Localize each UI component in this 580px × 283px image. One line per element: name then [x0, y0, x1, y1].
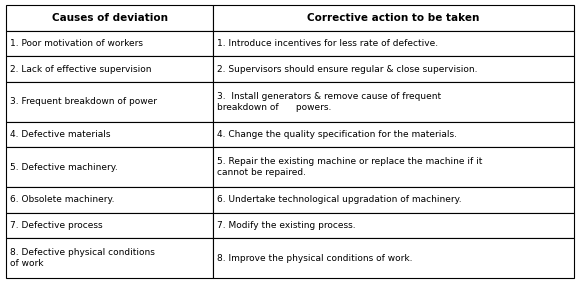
Text: 4. Defective materials: 4. Defective materials — [10, 130, 111, 139]
Bar — [6, 147, 213, 187]
Text: 1. Introduce incentives for less rate of defective.: 1. Introduce incentives for less rate of… — [218, 39, 438, 48]
Text: 7. Modify the existing process.: 7. Modify the existing process. — [218, 221, 356, 230]
Bar — [6, 82, 213, 122]
Bar — [213, 56, 574, 82]
Text: 6. Undertake technological upgradation of machinery.: 6. Undertake technological upgradation o… — [218, 195, 462, 204]
Bar — [213, 213, 574, 238]
Text: 4. Change the quality specification for the materials.: 4. Change the quality specification for … — [218, 130, 457, 139]
Text: Corrective action to be taken: Corrective action to be taken — [307, 13, 480, 23]
Bar — [6, 122, 213, 147]
Bar — [213, 82, 574, 122]
Bar — [6, 213, 213, 238]
Text: 8. Defective physical conditions
of work: 8. Defective physical conditions of work — [10, 248, 155, 268]
Bar — [213, 238, 574, 278]
Bar — [6, 187, 213, 213]
Bar — [213, 5, 574, 31]
Text: 5. Defective machinery.: 5. Defective machinery. — [10, 163, 118, 172]
Text: 1. Poor motivation of workers: 1. Poor motivation of workers — [10, 39, 143, 48]
Bar — [6, 238, 213, 278]
Bar — [213, 31, 574, 56]
Text: 2. Supervisors should ensure regular & close supervision.: 2. Supervisors should ensure regular & c… — [218, 65, 478, 74]
Text: 3. Frequent breakdown of power: 3. Frequent breakdown of power — [10, 97, 157, 106]
Bar — [6, 56, 213, 82]
Bar — [213, 122, 574, 147]
Bar — [6, 31, 213, 56]
Text: 6. Obsolete machinery.: 6. Obsolete machinery. — [10, 195, 114, 204]
Text: 8. Improve the physical conditions of work.: 8. Improve the physical conditions of wo… — [218, 254, 413, 263]
Text: Causes of deviation: Causes of deviation — [52, 13, 168, 23]
Text: 3.  Install generators & remove cause of frequent
breakdown of      powers.: 3. Install generators & remove cause of … — [218, 92, 441, 112]
Bar — [213, 187, 574, 213]
Bar — [6, 5, 213, 31]
Text: 7. Defective process: 7. Defective process — [10, 221, 103, 230]
Text: 2. Lack of effective supervision: 2. Lack of effective supervision — [10, 65, 151, 74]
Text: 5. Repair the existing machine or replace the machine if it
cannot be repaired.: 5. Repair the existing machine or replac… — [218, 157, 483, 177]
Bar — [213, 147, 574, 187]
